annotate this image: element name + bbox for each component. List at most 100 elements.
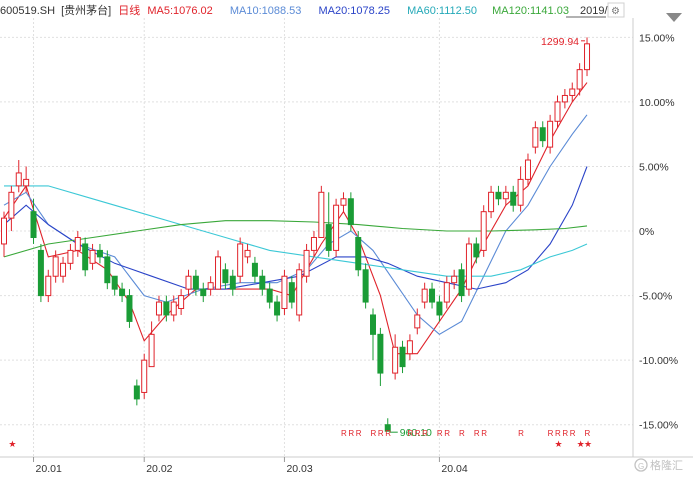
- candle-body-up: [215, 256, 222, 290]
- r-marker: R: [459, 429, 465, 438]
- candle-body-up: [170, 301, 177, 316]
- candle-body-down: [266, 288, 273, 303]
- ma120-legend: MA120:1141.03: [492, 5, 569, 17]
- watermark: G 格隆汇: [634, 458, 683, 472]
- y-tick-label: -5.00%: [639, 291, 672, 303]
- candle-body-down: [37, 249, 44, 297]
- r-marker: R: [562, 429, 568, 438]
- y-tick-label: 15.00%: [639, 32, 675, 44]
- candle-body-up: [547, 120, 554, 148]
- star-marker: ★: [584, 440, 592, 450]
- period-label: 日线: [118, 3, 140, 17]
- r-marker: R: [585, 429, 591, 438]
- candle-body-up: [569, 88, 576, 96]
- grid-lines: [0, 18, 693, 458]
- candle-body-up: [23, 178, 30, 187]
- star-marker: ★: [8, 440, 16, 450]
- r-marker: R: [341, 429, 347, 438]
- r-marker: R: [422, 429, 428, 438]
- candle-body-down: [30, 211, 37, 238]
- candle-body-down: [163, 301, 170, 316]
- candle-body-up: [148, 333, 155, 368]
- candle-body-down: [104, 256, 111, 284]
- ma60-legend: MA60:1112.50: [407, 5, 477, 17]
- candle-body-up: [303, 249, 310, 277]
- candle-body-up: [237, 243, 244, 277]
- candle-body-down: [251, 262, 258, 277]
- candle-body-down: [458, 269, 465, 297]
- r-marker: R: [481, 429, 487, 438]
- settings-button-frame: [607, 2, 625, 18]
- candle-body-up: [406, 340, 413, 355]
- candle-body-up: [333, 204, 340, 251]
- candle-body-down: [325, 224, 332, 251]
- r-marker: R: [570, 429, 576, 438]
- candle-body-up: [310, 237, 317, 251]
- candle-body-down: [288, 282, 295, 303]
- candle-body-down: [229, 275, 236, 290]
- r-marker: R: [407, 429, 413, 438]
- r-marker: R: [371, 429, 377, 438]
- x-axis-labels: 20.01 20.02 20.03 20.04: [33, 457, 468, 475]
- stock-name: [贵州茅台]: [61, 3, 111, 17]
- candle-body-up: [340, 198, 347, 206]
- candle-body-up: [52, 256, 59, 277]
- candle-body-up: [8, 191, 15, 219]
- candle-body-up: [421, 288, 428, 303]
- ma10-legend: MA10:1088.53: [230, 5, 302, 17]
- candle-body-up: [584, 43, 591, 71]
- candle-body-up: [45, 275, 52, 297]
- candle-body-up: [185, 275, 192, 290]
- low-price-label: 960.10: [400, 427, 432, 439]
- ma-line-ma10: [3, 114, 588, 335]
- candle-body-down: [362, 269, 369, 303]
- star-marker: ★: [555, 440, 563, 450]
- candle-body-up: [576, 69, 583, 90]
- y-tick-label: -15.00%: [639, 420, 678, 432]
- x-tick-label: 20.01: [36, 463, 62, 475]
- r-marker: R: [518, 429, 524, 438]
- candle-body-up: [296, 269, 303, 316]
- candle-body-down: [539, 127, 546, 142]
- gear-icon: ⚙: [611, 6, 620, 17]
- candle-body-down: [370, 314, 376, 335]
- candle-body-up: [318, 191, 325, 238]
- candle-body-down: [274, 301, 281, 316]
- ma20-legend: MA20:1078.25: [318, 5, 390, 17]
- y-tick-label: -10.00%: [639, 355, 678, 367]
- candle-body-up: [60, 262, 67, 277]
- candle-body-up: [532, 127, 539, 148]
- candle-body-up: [178, 295, 185, 310]
- ma-line-ma120: [3, 220, 588, 258]
- candle-body-up: [74, 237, 81, 251]
- star-marker: ★: [577, 440, 585, 450]
- watermark-logo-letter: G: [638, 462, 644, 471]
- dropdown-button[interactable]: [666, 13, 682, 22]
- candle-body-down: [200, 288, 207, 297]
- ma-line-ma5: [3, 82, 588, 355]
- high-price-label: 1299.94: [541, 36, 579, 48]
- candle-body-up: [502, 191, 509, 200]
- signal-markers: R R R R R R R R R R R R R R R R R R R R★ ★ ★ ★: [8, 429, 592, 450]
- x-tick-label: 20.04: [441, 463, 467, 475]
- y-tick-label: 10.00%: [639, 97, 675, 109]
- candle-body-up: [554, 101, 561, 122]
- x-tick-label: 20.02: [146, 463, 172, 475]
- r-marker: R: [437, 429, 443, 438]
- moving-averages: [3, 82, 588, 355]
- candle-body-down: [436, 301, 443, 316]
- price-annotations: 1299.94 960.10: [389, 36, 586, 439]
- stock-code: 600519.SH: [0, 5, 55, 17]
- candle-body-down: [96, 249, 103, 258]
- r-marker: R: [385, 429, 391, 438]
- candle-body-up: [155, 301, 162, 316]
- r-marker: R: [555, 429, 561, 438]
- candle-body-up: [517, 178, 524, 206]
- candle-body-up: [89, 249, 96, 264]
- watermark-text: 格隆汇: [650, 458, 683, 472]
- candle-body-down: [384, 424, 391, 432]
- settings-button[interactable]: ⚙: [607, 2, 625, 18]
- candle-body-up: [561, 94, 568, 103]
